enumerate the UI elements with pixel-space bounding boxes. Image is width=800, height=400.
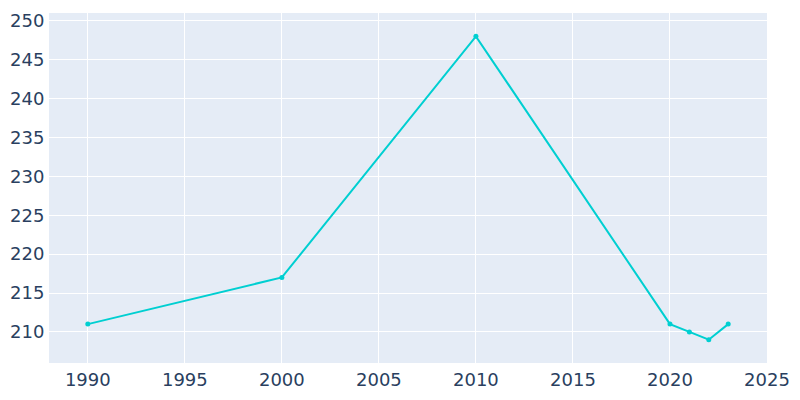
svg-text:210: 210 — [10, 321, 44, 342]
svg-text:2020: 2020 — [647, 369, 693, 390]
svg-text:230: 230 — [10, 166, 44, 187]
svg-text:1995: 1995 — [162, 369, 208, 390]
svg-text:2025: 2025 — [744, 369, 790, 390]
svg-text:250: 250 — [10, 10, 44, 31]
svg-text:2015: 2015 — [550, 369, 596, 390]
svg-text:215: 215 — [10, 282, 44, 303]
svg-text:235: 235 — [10, 127, 44, 148]
svg-text:225: 225 — [10, 205, 44, 226]
svg-text:245: 245 — [10, 49, 44, 70]
svg-text:2010: 2010 — [453, 369, 499, 390]
svg-text:1990: 1990 — [65, 369, 111, 390]
svg-text:240: 240 — [10, 88, 44, 109]
svg-text:2000: 2000 — [259, 369, 305, 390]
svg-text:220: 220 — [10, 243, 44, 264]
svg-text:2005: 2005 — [356, 369, 402, 390]
